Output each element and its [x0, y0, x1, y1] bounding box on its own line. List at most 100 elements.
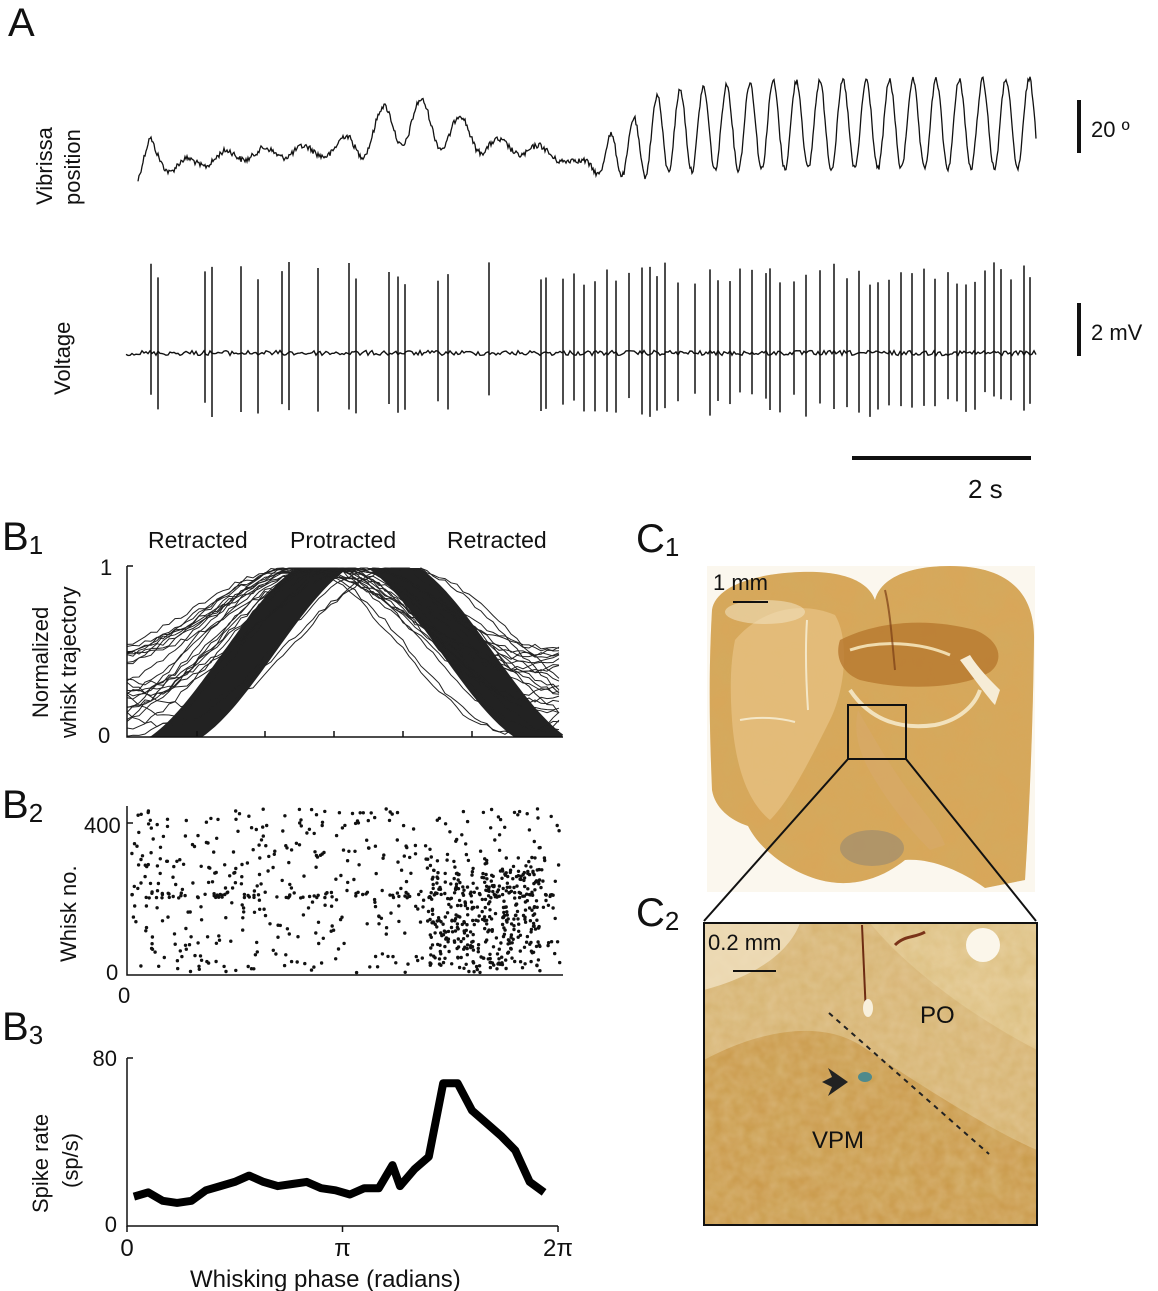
raster-spike — [436, 876, 440, 881]
raster-spike — [507, 891, 511, 895]
raster-spike — [276, 935, 280, 939]
raster-spike — [558, 960, 562, 965]
b3-ytick-label: 0 — [105, 1212, 117, 1237]
raster-spike — [156, 881, 161, 886]
raster-spike — [323, 903, 327, 907]
raster-spike — [501, 905, 506, 910]
phase-label-retracted-right: Retracted — [447, 527, 547, 553]
raster-spike — [553, 879, 557, 883]
raster-spike — [237, 812, 242, 816]
raster-spike — [471, 918, 475, 923]
raster-spike — [158, 845, 163, 849]
raster-spike — [449, 925, 454, 930]
raster-spike — [483, 880, 487, 884]
raster-spike — [531, 869, 535, 873]
raster-spike — [516, 869, 521, 873]
raster-spike — [373, 904, 378, 909]
raster-spike — [472, 922, 476, 927]
raster-spike — [226, 890, 230, 894]
raster-spike — [406, 962, 410, 966]
raster-spike — [233, 881, 238, 885]
raster-spike — [523, 908, 528, 912]
raster-spike — [278, 923, 282, 928]
raster-spike — [183, 834, 188, 838]
region-label-po: PO — [920, 1002, 955, 1029]
raster-spike — [150, 890, 154, 894]
raster-spike — [429, 855, 433, 859]
raster-spike — [334, 957, 338, 961]
raster-spike — [153, 950, 157, 954]
raster-spike — [553, 951, 557, 956]
raster-spike — [146, 809, 151, 813]
b3-xtick-label: 2π — [543, 1235, 573, 1262]
raster-spike — [489, 807, 494, 812]
raster-spike — [271, 948, 275, 952]
raster-spike — [436, 871, 440, 875]
raster-spike — [246, 893, 250, 898]
raster-spike — [459, 955, 463, 960]
raster-spike — [324, 892, 328, 896]
raster-spike — [533, 880, 538, 884]
raster-spike — [449, 896, 454, 900]
raster-spike — [369, 811, 373, 815]
raster-spike — [241, 916, 245, 920]
raster-spike — [323, 895, 327, 900]
raster-spike — [429, 935, 433, 939]
raster-spike — [543, 858, 547, 863]
raster-spike — [220, 895, 224, 899]
raster-spike — [428, 895, 432, 899]
c2-frame — [703, 922, 1038, 1226]
raster-spike — [148, 818, 152, 822]
raster-spike — [546, 943, 550, 948]
raster-spike — [139, 881, 143, 885]
raster-spike — [459, 903, 463, 908]
raster-spike — [530, 890, 534, 894]
raster-spike — [465, 946, 469, 951]
raster-spike — [430, 907, 435, 911]
whisk-trajectory-line — [127, 567, 560, 736]
raster-spike — [523, 962, 527, 966]
raster-spike — [309, 807, 314, 812]
raster-spike — [485, 922, 489, 926]
raster-spike — [353, 849, 357, 853]
raster-spike — [259, 882, 263, 886]
raster-spike — [263, 913, 268, 918]
raster-spike — [497, 947, 501, 951]
raster-spike — [533, 856, 537, 860]
raster-spike — [209, 816, 213, 821]
raster-spike — [413, 852, 418, 856]
raster-spike — [214, 941, 219, 945]
raster-spike — [387, 818, 392, 823]
whisk-trajectory-line — [127, 567, 560, 720]
raster-spike — [223, 863, 227, 867]
voltage-scale-label: 2 mV — [1091, 320, 1143, 345]
raster-spike — [234, 817, 238, 821]
b1-ylabel-line2: whisk trajectory — [56, 586, 81, 739]
raster-spike — [175, 859, 179, 863]
raster-spike — [478, 849, 483, 853]
raster-spike — [439, 892, 443, 897]
raster-spike — [296, 935, 300, 939]
raster-spike — [510, 956, 514, 960]
raster-spike — [172, 864, 176, 869]
raster-spike — [155, 889, 160, 893]
raster-spike — [538, 845, 542, 850]
raster-spike — [139, 812, 143, 816]
raster-spike — [505, 913, 509, 917]
raster-spike — [459, 939, 463, 944]
raster-spike — [489, 879, 493, 883]
raster-spike — [496, 962, 500, 966]
raster-spike — [340, 915, 344, 919]
raster-spike — [171, 875, 175, 879]
raster-spike — [365, 890, 370, 894]
whisk-trajectory-lines — [127, 567, 560, 737]
raster-spike — [399, 868, 404, 872]
b3-xtick-label: 0 — [120, 1235, 133, 1262]
raster-spike — [203, 892, 207, 896]
raster-spike — [372, 897, 377, 902]
raster-spike — [536, 958, 541, 962]
raster-spike — [240, 903, 244, 907]
raster-spike — [544, 893, 548, 897]
raster-spike — [246, 964, 250, 969]
raster-spike — [252, 910, 257, 914]
